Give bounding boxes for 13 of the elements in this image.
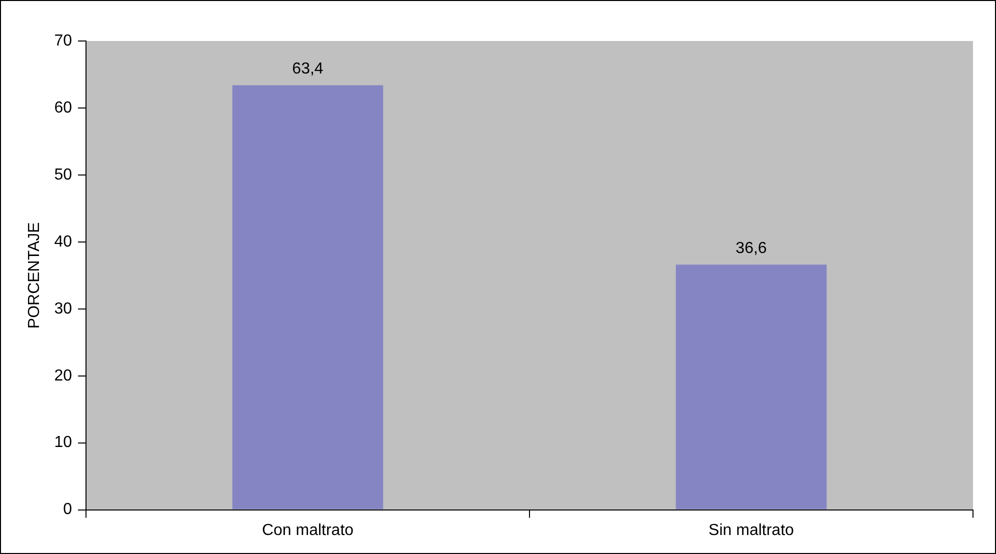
y-tick-label: 10 (54, 434, 72, 452)
y-tick-label: 50 (54, 166, 72, 184)
data-label: 63,4 (292, 60, 324, 78)
data-label: 36,6 (736, 240, 767, 258)
y-tick-label: 0 (63, 501, 72, 518)
y-tick-label: 20 (54, 367, 72, 384)
y-tick-label: 70 (54, 32, 72, 50)
x-tick-label: Con maltrato (262, 522, 354, 539)
y-tick-label: 30 (54, 300, 72, 318)
y-tick-label: 40 (54, 233, 72, 250)
y-tick-label: 60 (54, 99, 72, 116)
y-axis-title: PORCENTAJE (26, 222, 44, 329)
x-tick-label: Sin maltrato (708, 522, 794, 539)
